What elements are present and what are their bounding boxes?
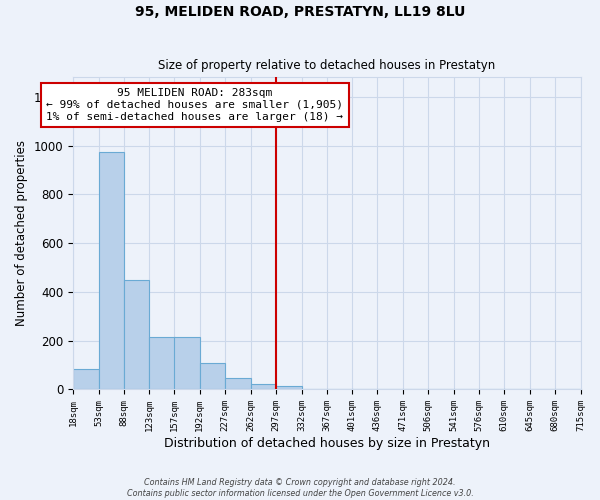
Bar <box>251 384 276 390</box>
Bar <box>124 280 149 390</box>
Bar <box>149 337 175 390</box>
Text: 95, MELIDEN ROAD, PRESTATYN, LL19 8LU: 95, MELIDEN ROAD, PRESTATYN, LL19 8LU <box>135 5 465 19</box>
Text: 95 MELIDEN ROAD: 283sqm
← 99% of detached houses are smaller (1,905)
1% of semi-: 95 MELIDEN ROAD: 283sqm ← 99% of detache… <box>46 88 343 122</box>
Bar <box>276 386 302 390</box>
Bar <box>73 368 98 390</box>
Bar <box>200 362 225 390</box>
Text: Contains HM Land Registry data © Crown copyright and database right 2024.
Contai: Contains HM Land Registry data © Crown c… <box>127 478 473 498</box>
Title: Size of property relative to detached houses in Prestatyn: Size of property relative to detached ho… <box>158 59 496 72</box>
Bar <box>174 337 200 390</box>
Bar <box>225 378 251 390</box>
Bar <box>98 152 124 390</box>
Y-axis label: Number of detached properties: Number of detached properties <box>15 140 28 326</box>
X-axis label: Distribution of detached houses by size in Prestatyn: Distribution of detached houses by size … <box>164 437 490 450</box>
